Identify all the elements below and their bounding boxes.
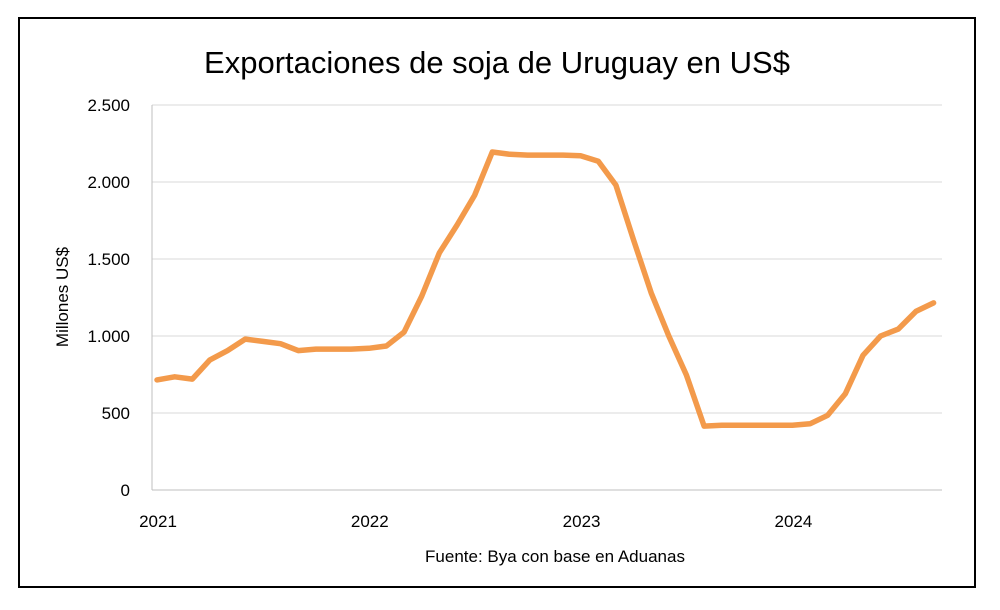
y-tick-label: 1.500 <box>87 250 130 269</box>
y-tick-label: 2.500 <box>87 96 130 115</box>
chart-title: Exportaciones de soja de Uruguay en US$ <box>204 45 790 80</box>
x-tick-label: 2021 <box>139 512 177 531</box>
series-line <box>154 149 937 429</box>
x-tick-label: 2024 <box>774 512 812 531</box>
y-tick-label: 2.000 <box>87 173 130 192</box>
chart-frame <box>18 17 976 588</box>
x-tick-label: 2022 <box>351 512 389 531</box>
source-note: Fuente: Bya con base en Aduanas <box>425 547 685 566</box>
y-axis-label: Millones US$ <box>53 246 72 347</box>
y-tick-label: 0 <box>121 481 130 500</box>
y-tick-label: 500 <box>102 404 130 423</box>
x-tick-label: 2023 <box>563 512 601 531</box>
y-tick-label: 1.000 <box>87 327 130 346</box>
